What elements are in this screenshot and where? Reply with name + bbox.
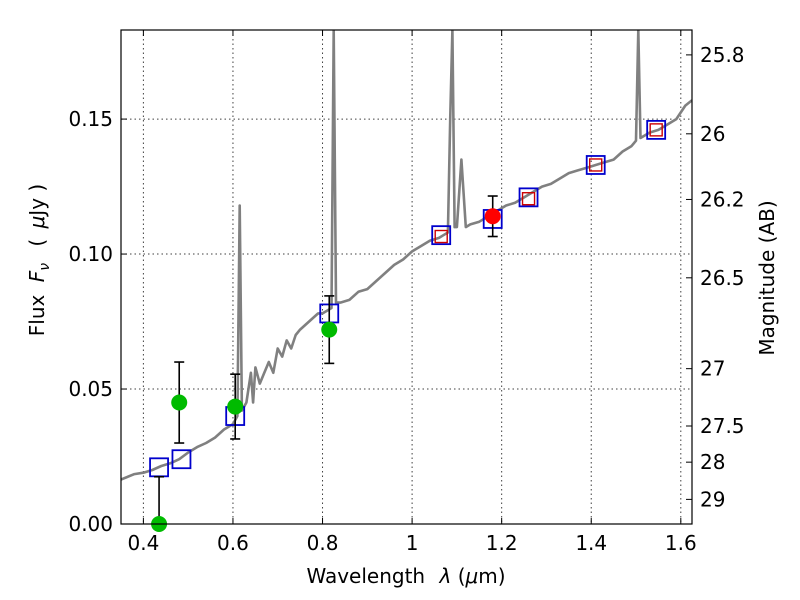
model-photometry-square [585, 155, 606, 175]
detection-point [171, 394, 188, 411]
model-spectrum [121, 30, 692, 481]
y-tick-label: 0.10 [68, 242, 113, 266]
y-tick-label: 0.00 [68, 512, 113, 536]
model-photometry-square [431, 225, 452, 246]
axis-ticks: 0.4 0.6 0.8 1 1.2 1.4 1.6 0.00 0.05 0.10 0.15 25.8 2… [68, 30, 745, 555]
observed-photometry-square [521, 192, 536, 206]
magnitude-tick-label: 29 [700, 487, 725, 511]
x-tick-label: 0.4 [127, 531, 159, 555]
y-tick-label: 0.05 [68, 377, 113, 401]
grid-lines [121, 30, 692, 525]
x-tick-label: 0.6 [217, 531, 249, 555]
magnitude-tick-label: 25.8 [700, 43, 745, 67]
y-tick-label: 0.15 [68, 107, 113, 131]
x-tick-label: 1.2 [486, 531, 518, 555]
magnitude-tick-label: 28 [700, 450, 725, 474]
observed-photometry-square [589, 158, 603, 172]
model-photometry-square [171, 449, 192, 470]
detection-point [484, 208, 501, 225]
spectrum-line [121, 30, 692, 481]
x-axis-label: Wavelength λ (μm) [306, 564, 505, 588]
x-tick-label: 1 [406, 531, 419, 555]
detection-point [321, 321, 338, 338]
x-tick-label: 1.6 [665, 531, 697, 555]
magnitude-tick-label: 27 [700, 357, 725, 381]
magnitude-tick-label: 27.5 [700, 414, 745, 438]
model-photometry-square [518, 187, 539, 208]
model-photometry-square [646, 119, 667, 140]
photometry-markers [149, 119, 667, 532]
magnitude-tick-label: 26 [700, 122, 725, 146]
observed-photometry-square [649, 123, 663, 137]
observed-photometry-square [434, 229, 448, 244]
plot-frame [120, 29, 693, 525]
x-tick-label: 1.4 [575, 531, 607, 555]
magnitude-tick-label: 26.2 [700, 187, 745, 211]
detection-point [227, 398, 244, 415]
y-axis-label: Flux Fν ( μJy ) [25, 184, 54, 336]
magnitude-axis-label: Magnitude (AB) [755, 200, 779, 355]
magnitude-tick-label: 26.5 [700, 266, 745, 290]
x-tick-label: 0.8 [307, 531, 339, 555]
